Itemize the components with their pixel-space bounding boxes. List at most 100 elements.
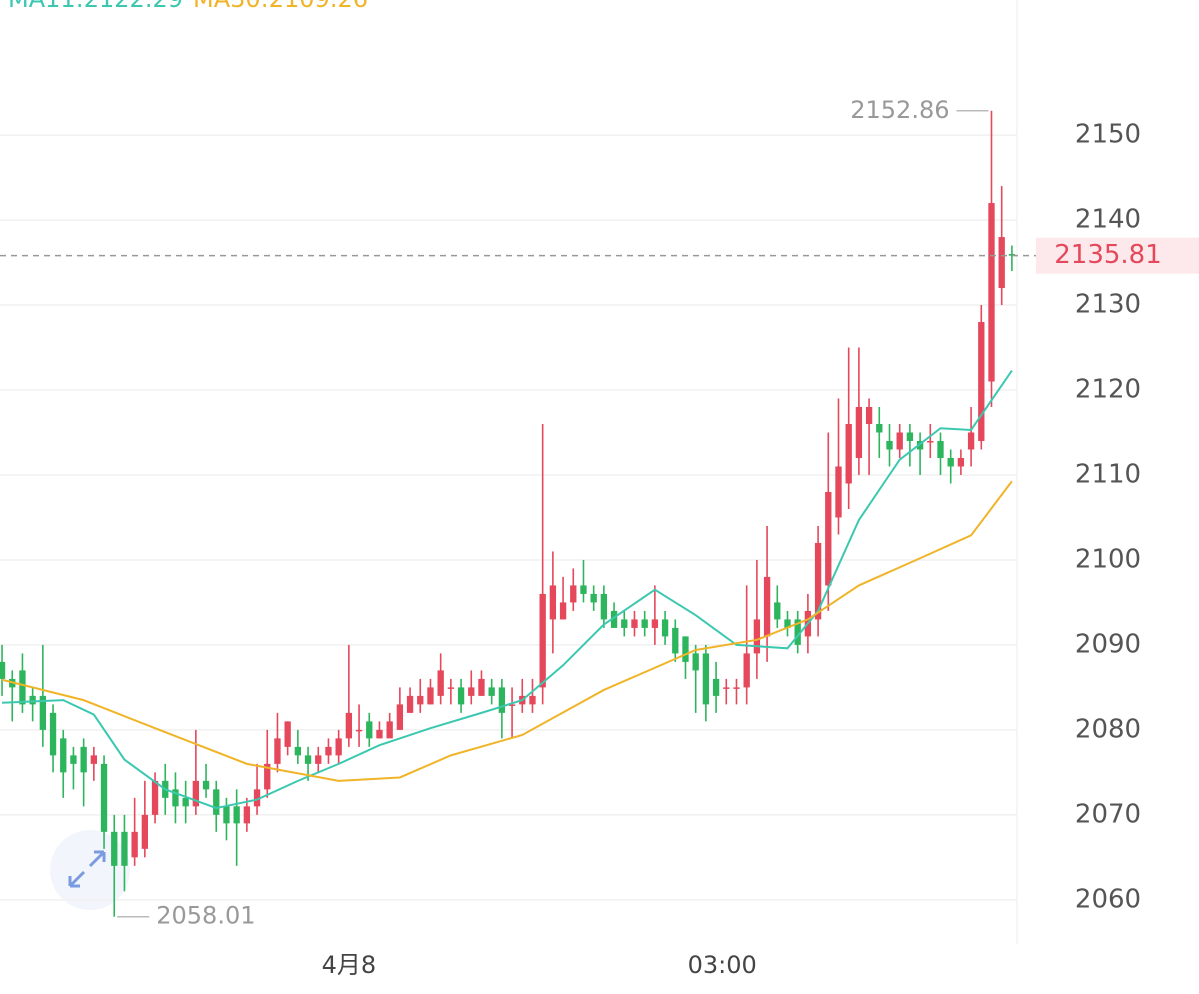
y-tick-label: 2070	[1075, 799, 1141, 829]
y-tick-label: 2090	[1075, 629, 1141, 659]
candle-body	[406, 695, 414, 713]
candle-body	[692, 653, 699, 671]
candle-body	[100, 763, 108, 832]
candle-body	[376, 729, 383, 739]
candle-body	[304, 755, 312, 764]
candle-body	[182, 797, 189, 807]
candle-body	[876, 423, 883, 433]
candle-body	[498, 687, 506, 713]
x-tick-label: 4月8	[322, 951, 377, 979]
candle-body	[957, 457, 965, 467]
y-tick-label: 2150	[1075, 120, 1141, 150]
candle-body	[651, 619, 659, 628]
expand-button[interactable]	[50, 830, 130, 910]
candle-body	[927, 440, 934, 443]
ma-line	[1, 369, 1013, 810]
candle-body	[294, 746, 302, 756]
candle-body	[315, 755, 322, 764]
candle-body	[49, 712, 57, 756]
candle-body	[712, 678, 720, 696]
candle-body	[468, 687, 475, 696]
candle-body	[488, 687, 495, 696]
candle-body	[600, 593, 608, 620]
candle-body	[967, 432, 975, 450]
candle-body	[835, 466, 842, 518]
candle-body	[702, 653, 710, 705]
candle-body	[457, 687, 465, 705]
y-tick-label: 2120	[1075, 375, 1141, 405]
candle-body	[417, 695, 424, 705]
y-tick-label: 2100	[1075, 544, 1141, 574]
candle-body	[774, 602, 781, 620]
max-label: 2152.86	[850, 96, 949, 124]
candle-body	[906, 432, 914, 441]
candle-body	[437, 670, 444, 696]
candle-body	[610, 610, 618, 628]
candle-body	[325, 746, 332, 756]
candle-body	[70, 755, 77, 764]
y-tick-label: 2140	[1075, 205, 1141, 235]
legend-entry: MA11:2122.29	[8, 0, 183, 13]
candle-body	[0, 661, 6, 679]
candle-body	[855, 406, 863, 458]
candle-body	[80, 746, 87, 773]
candle-body	[447, 687, 455, 689]
candle-body	[621, 619, 628, 628]
candle-body	[396, 704, 404, 730]
candle-body	[549, 585, 557, 620]
candle-body	[763, 576, 771, 637]
candle-body	[121, 831, 128, 866]
candle-body	[661, 619, 669, 637]
candle-body	[631, 619, 638, 628]
candle-body	[284, 721, 291, 747]
current-price-bg	[1036, 237, 1199, 274]
candle-body	[213, 789, 220, 815]
candle-body	[223, 806, 230, 824]
candle-body	[1008, 254, 1016, 256]
candle-body	[733, 687, 740, 689]
candle-body	[427, 687, 434, 705]
candle-body	[886, 440, 893, 450]
candle-body	[743, 653, 750, 688]
candle-body	[19, 670, 26, 705]
candle-body	[60, 738, 67, 773]
expand-icon	[68, 850, 106, 888]
y-tick-label: 2110	[1075, 459, 1141, 489]
candle-body	[366, 721, 373, 739]
candle-body	[172, 789, 179, 807]
candle-body	[947, 457, 954, 467]
candle-body	[988, 203, 995, 382]
candle-body	[253, 789, 261, 807]
candle-body	[753, 619, 761, 654]
candle-body	[825, 491, 832, 586]
y-tick-label: 2080	[1075, 714, 1141, 744]
candle-body	[508, 704, 516, 706]
candle-body	[896, 432, 903, 450]
candle-body	[539, 593, 546, 688]
candle-body	[478, 678, 485, 696]
candle-body	[111, 831, 118, 866]
candle-body	[141, 814, 149, 849]
candle-body	[570, 585, 577, 603]
x-tick-label: 03:00	[688, 951, 757, 979]
candle-body	[131, 831, 138, 858]
candle-body	[264, 763, 271, 790]
candle-body	[641, 619, 648, 628]
candle-body	[794, 619, 801, 645]
candle-body	[580, 585, 587, 594]
candle-body	[916, 440, 924, 450]
candle-body	[202, 780, 210, 790]
candle-body	[151, 780, 159, 815]
candle-body	[814, 542, 822, 620]
candle-body	[233, 806, 240, 824]
y-tick-label: 2060	[1075, 884, 1141, 914]
candle-body	[355, 729, 363, 732]
candle-body	[998, 237, 1005, 289]
candle-body	[274, 738, 281, 764]
candle-body	[978, 322, 985, 441]
candle-body	[682, 636, 689, 662]
candle-body	[243, 806, 251, 824]
min-label: 2058.01	[156, 902, 255, 930]
candle-body	[723, 687, 730, 689]
